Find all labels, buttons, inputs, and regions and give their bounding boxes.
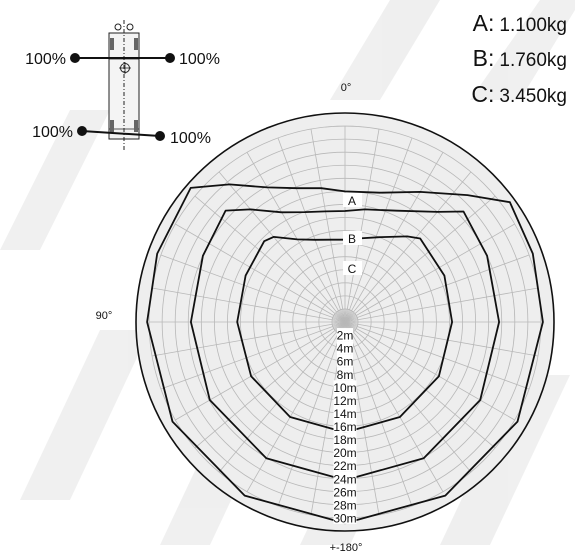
tick-label-bg: [333, 484, 357, 498]
radial-tick-label: 2m: [337, 329, 354, 343]
load-curve-b: [190, 208, 500, 481]
grid-spoke: [356, 328, 515, 421]
grid-spoke: [175, 223, 334, 316]
grid-spoke: [349, 334, 413, 507]
tick-label-bg: [337, 341, 353, 355]
weight-c: C: 3.450kg: [471, 81, 567, 107]
tick-label-bg: [337, 354, 353, 368]
rigging-point-icon: [77, 126, 87, 136]
grid-spoke: [353, 171, 472, 313]
hang-point-icon: [114, 23, 122, 31]
grid-spoke: [351, 152, 444, 311]
grid-spoke: [356, 223, 515, 316]
grid-spoke: [346, 128, 380, 310]
load-curve-a: [146, 183, 544, 525]
load-curve-c: [236, 235, 453, 434]
grid-spoke: [218, 331, 337, 473]
rigging-diagram: 100% 100% 100% 100%: [25, 20, 220, 150]
grid-spoke: [218, 171, 337, 313]
hang-point-icon: [126, 23, 134, 31]
tick-label-bg: [333, 497, 357, 511]
angle-label-left: 90°: [96, 310, 113, 322]
radial-tick-label: 12m: [333, 394, 356, 408]
radial-tick-label: 28m: [333, 498, 356, 512]
rigging-label-top-right: 100%: [179, 51, 220, 68]
radial-tick-label: 26m: [333, 485, 356, 499]
angle-label-bottom: +-180°: [330, 542, 363, 552]
grid-spoke: [175, 328, 334, 421]
rigging-point-icon: [155, 131, 165, 141]
grid-spoke: [277, 137, 341, 310]
grid-spoke: [354, 330, 496, 449]
radial-tick-label: 18m: [333, 433, 356, 447]
radial-tick-label: 30m: [333, 511, 356, 525]
rigging-label-bottom-right: 100%: [170, 130, 211, 147]
rigging-point-icon: [70, 53, 80, 63]
tick-label-bg: [333, 406, 357, 420]
rigging-label-bottom-left: 100%: [32, 124, 73, 141]
polar-outer-ring: [135, 112, 555, 532]
grid-spoke: [353, 331, 472, 473]
tick-label-bg: [337, 367, 353, 381]
radial-tick-labels: 2m4m6m8m10m12m14m16m18m20m22m24m26m28m30…: [333, 328, 357, 525]
grid-spoke: [246, 152, 339, 311]
grid-spoke: [194, 195, 336, 314]
curve-label-c: C: [348, 262, 357, 276]
radial-tick-label: 10m: [333, 381, 356, 395]
grid-spoke: [160, 254, 333, 318]
tick-label-bg: [333, 432, 357, 446]
radial-tick-label: 6m: [337, 355, 354, 369]
tick-label-bg: [333, 471, 357, 485]
weight-a: A: 1.100kg: [473, 10, 567, 36]
tick-label-bg: [333, 393, 357, 407]
radial-tick-label: 8m: [337, 368, 354, 382]
grid-spoke: [194, 330, 336, 449]
angle-label-top: 0°: [341, 82, 352, 94]
load-curve-labels: A B C: [343, 193, 362, 276]
tick-label-bg: [333, 445, 357, 459]
tick-label-bg: [333, 419, 357, 433]
load-curves: [146, 183, 544, 525]
curve-label-b: B: [348, 232, 356, 246]
radial-tick-label: 14m: [333, 407, 356, 421]
grid-spoke: [151, 287, 333, 321]
rigging-point-icon: [165, 53, 175, 63]
curve-label-a: A: [348, 194, 356, 208]
grid-spoke: [354, 195, 496, 314]
weights-legend: A: 1.100kg B: 1.760kg C: 3.450kg: [471, 10, 567, 107]
tick-label-bg: [333, 380, 357, 394]
radial-tick-label: 20m: [333, 446, 356, 460]
tick-label-bg: [333, 510, 357, 524]
grid-spoke: [351, 333, 444, 492]
rigging-label-top-left: 100%: [25, 51, 66, 68]
grid-spoke: [277, 334, 341, 507]
grid-spoke: [310, 128, 344, 310]
tick-label-bg: [337, 328, 353, 342]
radial-tick-label: 4m: [337, 342, 354, 356]
weight-b: B: 1.760kg: [473, 45, 567, 71]
grid-spoke: [357, 254, 530, 318]
radial-tick-label: 16m: [333, 420, 356, 434]
grid-spoke: [246, 333, 339, 492]
tick-label-bg: [333, 458, 357, 472]
radial-tick-label: 22m: [333, 459, 356, 473]
grid-spoke-inner: [344, 308, 347, 323]
grid-spoke: [357, 287, 539, 321]
radial-tick-label: 24m: [333, 472, 356, 486]
grid-spoke: [349, 137, 413, 310]
